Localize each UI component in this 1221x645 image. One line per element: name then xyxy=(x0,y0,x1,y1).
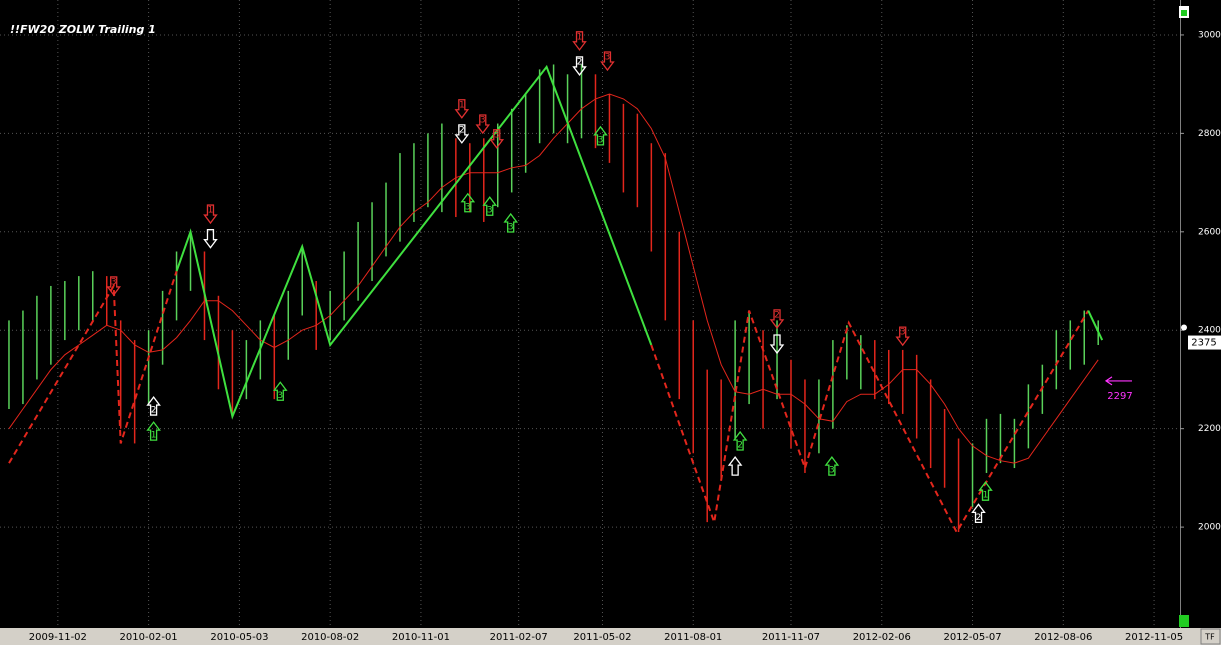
last-price-dot xyxy=(1181,324,1187,331)
target-arrow xyxy=(1104,376,1132,386)
signal-arrow xyxy=(203,204,218,225)
signal-label: 1 xyxy=(151,431,157,441)
x-tick-label: 2012-05-07 xyxy=(943,632,1001,643)
signal-label: 3 xyxy=(465,202,471,212)
y-tick-label: 3000 xyxy=(1198,30,1221,40)
signal-arrow xyxy=(727,456,743,476)
x-tick-label: 2010-08-02 xyxy=(301,632,359,643)
signal-arrow xyxy=(146,395,161,416)
signal-arrow xyxy=(971,503,986,523)
x-tick-label: 2011-11-07 xyxy=(762,632,820,643)
signal-arrow xyxy=(475,114,491,135)
signal-label: 2 xyxy=(737,440,743,450)
signal-label: 3 xyxy=(508,222,514,232)
signal-label: 3 xyxy=(111,277,117,287)
signal-arrow xyxy=(895,326,911,347)
signal-arrow xyxy=(482,196,498,216)
signal-label: 2 xyxy=(151,406,157,416)
signal-label: 2 xyxy=(976,513,982,523)
signal-arrow xyxy=(769,309,785,329)
x-axis-strip xyxy=(0,628,1221,645)
last-price-box xyxy=(1188,335,1221,350)
signal-arrow xyxy=(489,129,505,149)
chart-title: !!FW20 ZOLW Trailing 1 xyxy=(10,23,156,36)
signal-label: 3 xyxy=(277,391,283,401)
x-tick-label: 2012-02-06 xyxy=(853,632,911,643)
target-label: 2297 xyxy=(1107,391,1132,402)
tf-button[interactable] xyxy=(1200,628,1221,645)
signal-label: 3 xyxy=(605,53,611,63)
x-tick-label: 2010-02-01 xyxy=(120,632,178,643)
signal-label: 1 xyxy=(208,206,214,216)
signal-label: 1 xyxy=(577,32,583,42)
scroll-top-mark xyxy=(1181,10,1187,16)
x-tick-label: 2012-08-06 xyxy=(1034,632,1092,643)
y-tick-label: 2400 xyxy=(1198,326,1221,336)
signal-arrow xyxy=(146,421,161,441)
signal-label: 3 xyxy=(487,206,493,216)
signal-arrow xyxy=(203,229,218,249)
signal-label: 1 xyxy=(983,491,989,501)
moving-average xyxy=(8,93,1099,464)
x-tick-label: 2010-11-01 xyxy=(392,632,450,643)
x-tick-label: 2012-11-05 xyxy=(1125,632,1183,643)
signal-arrow xyxy=(732,430,748,451)
signal-label: 3 xyxy=(598,135,604,145)
y-tick-label: 2200 xyxy=(1198,424,1221,434)
signal-arrow xyxy=(824,456,840,476)
signal-label: 2 xyxy=(774,310,780,320)
signal-label: 3 xyxy=(900,328,906,338)
signal-arrow xyxy=(106,276,122,297)
tf-label: TF xyxy=(1204,633,1215,642)
signal-arrow xyxy=(454,99,470,119)
x-tick-label: 2009-11-02 xyxy=(29,632,87,643)
y-tick-label: 2000 xyxy=(1198,523,1221,533)
signal-arrow xyxy=(769,334,785,355)
x-tick-label: 2011-02-07 xyxy=(490,632,548,643)
signal-arrow xyxy=(978,481,993,501)
signal-label: 2 xyxy=(459,125,465,135)
scroll-bottom[interactable] xyxy=(1179,615,1189,627)
y-tick-label: 2800 xyxy=(1198,129,1221,139)
signal-arrow xyxy=(460,192,476,213)
signal-arrow xyxy=(572,31,587,51)
zigzag-line xyxy=(1087,310,1104,341)
last-price-label: 2375 xyxy=(1191,338,1216,349)
zigzag-line xyxy=(8,270,178,464)
x-tick-label: 2011-08-01 xyxy=(664,632,722,643)
signal-arrow xyxy=(572,56,587,77)
signal-label: 1 xyxy=(459,100,465,110)
signal-label: 3 xyxy=(829,466,835,476)
signal-arrow xyxy=(600,51,615,72)
x-tick-label: 2011-05-02 xyxy=(573,632,631,643)
signal-arrow xyxy=(593,125,608,146)
signal-label: 3 xyxy=(494,130,500,140)
signal-arrow xyxy=(454,124,470,144)
x-tick-label: 2010-05-03 xyxy=(210,632,268,643)
signal-label: 2 xyxy=(577,57,583,67)
zigzag-line xyxy=(175,64,653,420)
signal-label: 3 xyxy=(480,116,486,126)
signal-arrow xyxy=(272,381,288,401)
signal-arrow xyxy=(503,212,519,233)
y-tick-label: 2600 xyxy=(1198,227,1221,237)
